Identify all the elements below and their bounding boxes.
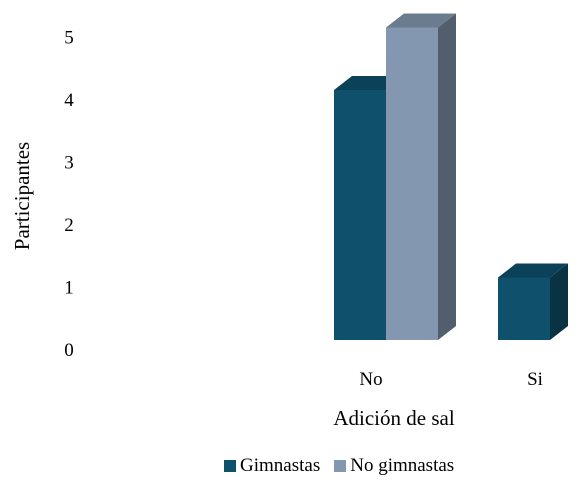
legend-item-gimnastas: Gimnastas	[224, 455, 320, 477]
legend-label-no-gimnastas: No gimnastas	[350, 455, 455, 476]
x-tick-label: Si	[527, 369, 543, 390]
y-tick-label: 4	[64, 90, 74, 111]
x-axis-label: Adición de sal	[333, 406, 454, 430]
bar-front	[334, 90, 386, 340]
legend-swatch-gimnastas	[224, 460, 236, 472]
y-tick-label: 0	[64, 340, 74, 361]
legend-label-gimnastas: Gimnastas	[240, 455, 321, 476]
y-tick-labels: 0 1 2 3 4 5	[64, 28, 74, 362]
y-tick-label: 1	[64, 278, 74, 299]
bar-top	[386, 13, 456, 28]
legend-item-no-gimnastas: No gimnastas	[334, 455, 454, 477]
bar-side	[550, 263, 568, 340]
legend-swatch-no-gimnastas	[334, 460, 347, 472]
bar-top	[498, 263, 568, 278]
bar-no-gimnastas-no	[386, 13, 456, 340]
bar-gimnastas-si	[498, 263, 568, 340]
bars-group	[334, 13, 568, 340]
bar-side	[438, 13, 456, 340]
legend: Gimnastas No gimnastas	[224, 455, 454, 477]
y-axis-label: Participantes	[10, 142, 34, 250]
bar-front	[386, 27, 438, 340]
bar-front	[498, 277, 550, 340]
y-tick-label: 2	[64, 215, 74, 236]
x-tick-labels: No Si	[359, 369, 543, 390]
y-tick-label: 3	[64, 153, 74, 174]
y-tick-label: 5	[64, 28, 74, 49]
x-tick-label: No	[359, 369, 382, 390]
